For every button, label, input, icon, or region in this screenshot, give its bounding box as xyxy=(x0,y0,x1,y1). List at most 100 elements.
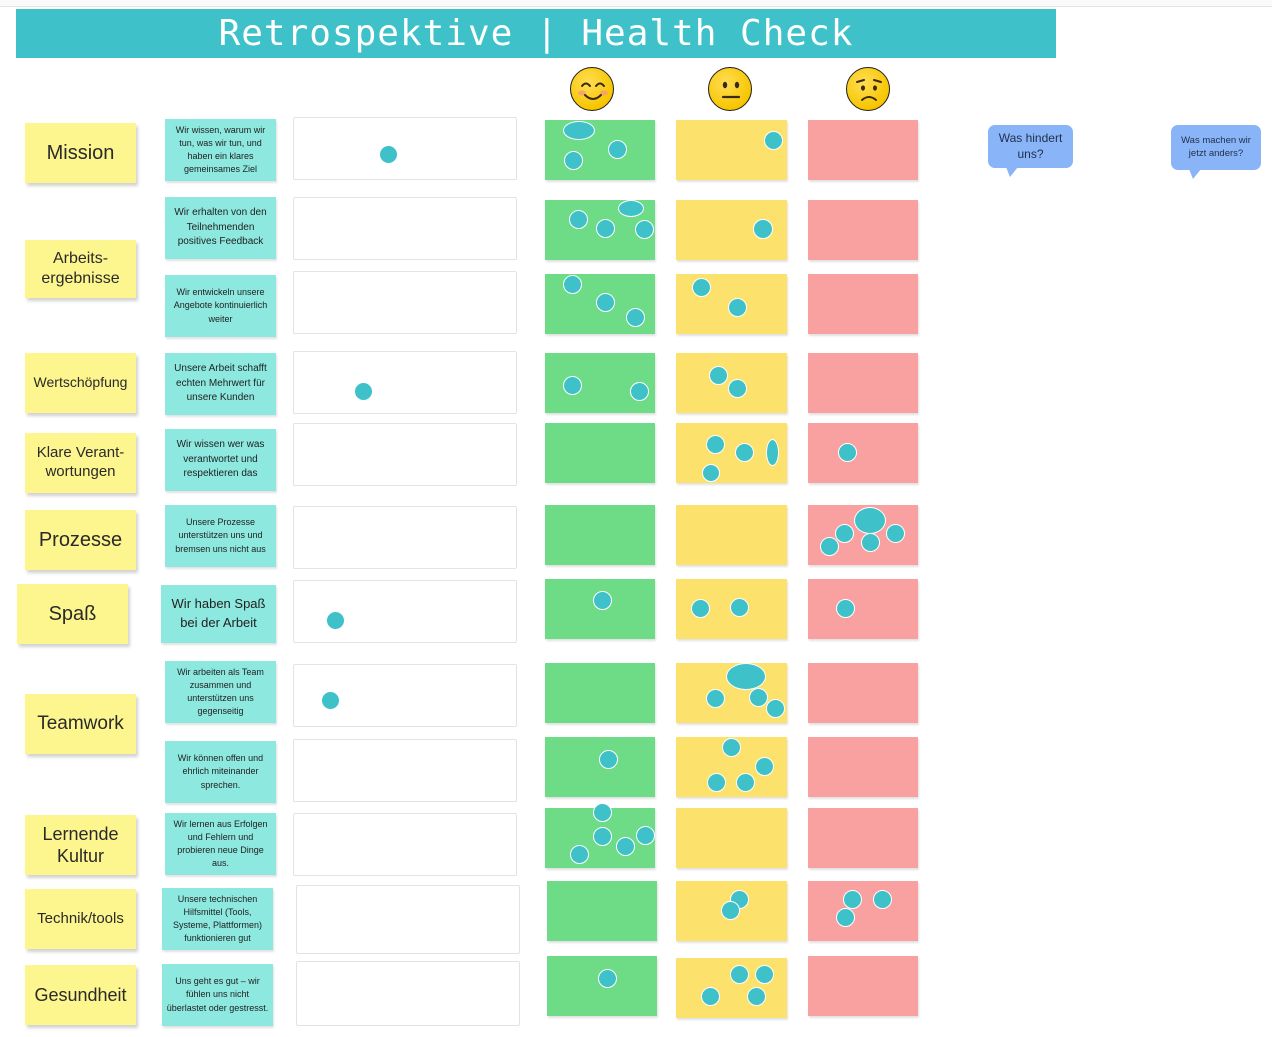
desc-note[interactable]: Wir können offen und ehrlich miteinander… xyxy=(165,741,276,803)
red-cell[interactable] xyxy=(808,200,918,260)
yellow-cell[interactable] xyxy=(676,200,787,260)
vote-dot[interactable] xyxy=(636,826,655,845)
vote-dot[interactable] xyxy=(569,210,588,229)
vote-dot[interactable] xyxy=(618,200,644,217)
topic-wertschoepfung[interactable]: Wertschöpfung xyxy=(25,353,136,413)
vote-dot[interactable] xyxy=(861,533,880,552)
desc-note[interactable]: Wir haben Spaß bei der Arbeit xyxy=(161,585,276,643)
vote-dot[interactable] xyxy=(836,908,855,927)
scale-box[interactable] xyxy=(296,885,520,954)
vote-dot[interactable] xyxy=(747,987,766,1006)
red-cell[interactable] xyxy=(808,663,918,723)
desc-note[interactable]: Unsere Arbeit schafft echten Mehrwert fü… xyxy=(165,353,276,415)
vote-dot[interactable] xyxy=(701,987,720,1006)
green-cell[interactable] xyxy=(545,505,655,565)
yellow-cell[interactable] xyxy=(676,120,787,180)
vote-dot[interactable] xyxy=(593,803,612,822)
vote-dot[interactable] xyxy=(563,376,582,395)
scale-box[interactable] xyxy=(293,351,517,414)
yellow-cell[interactable] xyxy=(676,881,787,941)
vote-dot[interactable] xyxy=(692,278,711,297)
yellow-cell[interactable] xyxy=(676,423,787,483)
desc-note[interactable]: Wir lernen aus Erfolgen und Fehlern und … xyxy=(165,813,276,875)
vote-dot[interactable] xyxy=(735,443,754,462)
desc-note[interactable]: Wir entwickeln unsere Angebote kontinuie… xyxy=(165,275,276,337)
yellow-cell[interactable] xyxy=(676,505,787,565)
vote-dot[interactable] xyxy=(379,145,398,164)
scale-box[interactable] xyxy=(293,813,517,876)
scale-box[interactable] xyxy=(296,961,520,1026)
topic-arbeitsergebnisse[interactable]: Arbeits-ergebnisse xyxy=(25,240,136,298)
green-cell[interactable] xyxy=(545,353,655,413)
vote-dot[interactable] xyxy=(608,140,627,159)
scale-box[interactable] xyxy=(293,117,517,180)
vote-dot[interactable] xyxy=(326,611,345,630)
vote-dot[interactable] xyxy=(691,599,710,618)
vote-dot[interactable] xyxy=(766,439,779,466)
vote-dot[interactable] xyxy=(886,524,905,543)
green-cell[interactable] xyxy=(545,200,655,260)
vote-dot[interactable] xyxy=(736,773,755,792)
desc-note[interactable]: Wir erhalten von den Teilnehmenden posit… xyxy=(165,197,276,259)
yellow-cell[interactable] xyxy=(676,353,787,413)
vote-dot[interactable] xyxy=(873,890,892,909)
red-cell[interactable] xyxy=(808,423,918,483)
topic-prozesse[interactable]: Prozesse xyxy=(25,510,136,570)
vote-dot[interactable] xyxy=(635,220,654,239)
vote-dot[interactable] xyxy=(321,691,340,710)
topic-mission[interactable]: Mission xyxy=(25,123,136,183)
red-cell[interactable] xyxy=(808,881,918,941)
topic-verantwortungen[interactable]: Klare Verant-wortungen xyxy=(25,433,136,493)
vote-dot[interactable] xyxy=(755,757,774,776)
desc-note[interactable]: Unsere technischen Hilfsmittel (Tools, S… xyxy=(162,888,273,950)
desc-note[interactable]: Wir wissen wer was verantwortet und resp… xyxy=(165,429,276,491)
obstacles-bubble[interactable]: Was hindert uns? xyxy=(988,125,1073,177)
scale-box[interactable] xyxy=(293,271,517,334)
yellow-cell[interactable] xyxy=(676,958,787,1018)
vote-dot[interactable] xyxy=(598,969,617,988)
vote-dot[interactable] xyxy=(728,379,747,398)
scale-box[interactable] xyxy=(293,197,517,260)
scale-box[interactable] xyxy=(293,739,517,802)
vote-dot[interactable] xyxy=(730,598,749,617)
vote-dot[interactable] xyxy=(836,599,855,618)
scale-box[interactable] xyxy=(293,580,517,643)
topic-teamwork[interactable]: Teamwork xyxy=(25,694,136,754)
vote-dot[interactable] xyxy=(616,837,635,856)
vote-dot[interactable] xyxy=(709,366,728,385)
yellow-cell[interactable] xyxy=(676,808,787,868)
red-cell[interactable] xyxy=(808,956,918,1016)
vote-dot[interactable] xyxy=(626,308,645,327)
vote-dot[interactable] xyxy=(706,435,725,454)
green-cell[interactable] xyxy=(545,803,655,868)
vote-dot[interactable] xyxy=(753,219,773,239)
red-cell[interactable] xyxy=(808,505,918,565)
vote-dot[interactable] xyxy=(726,663,766,690)
vote-dot[interactable] xyxy=(570,845,589,864)
vote-dot[interactable] xyxy=(766,699,785,718)
vote-dot[interactable] xyxy=(722,738,741,757)
vote-dot[interactable] xyxy=(599,750,618,769)
vote-dot[interactable] xyxy=(755,965,774,984)
vote-dot[interactable] xyxy=(707,773,726,792)
yellow-cell[interactable] xyxy=(676,663,787,723)
topic-technik[interactable]: Technik/tools xyxy=(25,889,136,949)
red-cell[interactable] xyxy=(808,579,918,639)
vote-dot[interactable] xyxy=(843,890,862,909)
vote-dot[interactable] xyxy=(706,689,725,708)
vote-dot[interactable] xyxy=(354,382,373,401)
yellow-cell[interactable] xyxy=(676,274,787,334)
yellow-cell[interactable] xyxy=(676,579,787,639)
vote-dot[interactable] xyxy=(764,131,783,150)
green-cell[interactable] xyxy=(545,663,655,723)
red-cell[interactable] xyxy=(808,274,918,334)
green-cell[interactable] xyxy=(545,737,655,797)
vote-dot[interactable] xyxy=(630,382,649,401)
vote-dot[interactable] xyxy=(721,901,740,920)
red-cell[interactable] xyxy=(808,120,918,180)
vote-dot[interactable] xyxy=(854,507,886,534)
vote-dot[interactable] xyxy=(596,219,615,238)
vote-dot[interactable] xyxy=(820,537,839,556)
changes-bubble[interactable]: Was machen wir jetzt anders? xyxy=(1171,125,1261,179)
vote-dot[interactable] xyxy=(702,464,720,482)
